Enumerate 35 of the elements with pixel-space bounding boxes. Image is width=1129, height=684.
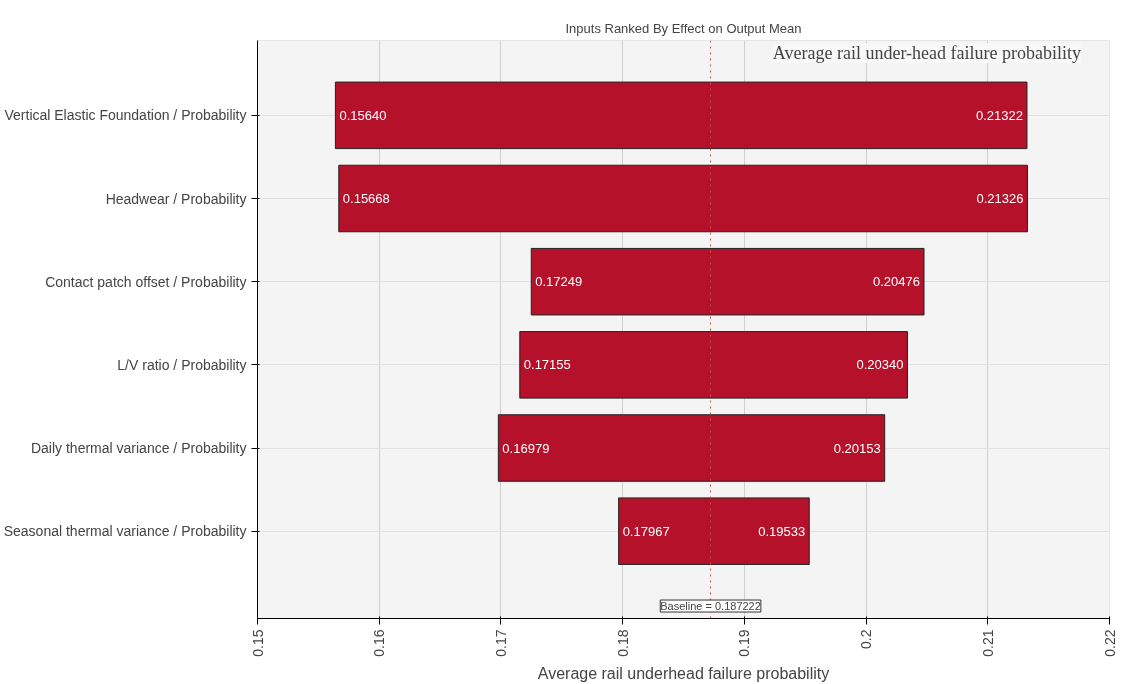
annotation: 0.17967 xyxy=(622,523,670,539)
annotation: 0.20476 xyxy=(873,274,921,290)
x-tick-label: 0.2 xyxy=(858,629,875,649)
x-tick-label: 0.19 xyxy=(736,629,753,657)
y-tick-label: Contact patch offset / Probability xyxy=(45,273,247,290)
annotation: 0.15640 xyxy=(339,107,387,123)
annotation: 0.20340 xyxy=(856,357,904,373)
y-tick-label: Daily thermal variance / Probability xyxy=(30,440,247,457)
annotation: 0.17249 xyxy=(535,274,583,290)
annotation: 0.16979 xyxy=(502,440,550,456)
bar xyxy=(334,81,1028,150)
bar xyxy=(530,247,925,316)
annotation: 0.21326 xyxy=(976,191,1024,207)
annotation: 0.21322 xyxy=(975,107,1023,123)
bar xyxy=(497,414,886,482)
bar xyxy=(519,331,908,399)
annotation: 0.17155 xyxy=(523,357,571,373)
x-tick-label: 0.18 xyxy=(614,629,631,657)
y-tick-label: Seasonal thermal variance / Probability xyxy=(3,523,247,540)
x-tick-label: 0.21 xyxy=(979,629,996,657)
x-tick-label: 0.15 xyxy=(249,629,266,657)
annotation: Average rail under-head failure probability xyxy=(772,42,1082,63)
x-tick-label: 0.17 xyxy=(492,629,509,657)
bar xyxy=(618,497,810,565)
y-tick-label: Headwear / Probability xyxy=(105,190,247,207)
annotation: 0.15668 xyxy=(342,191,390,207)
bar xyxy=(338,164,1028,233)
x-tick-label: 0.22 xyxy=(1101,629,1118,657)
x-axis-title: Average rail underhead failure probability xyxy=(537,664,830,682)
annotation: 0.20153 xyxy=(833,440,881,456)
y-tick-label: Vertical Elastic Foundation / Probability xyxy=(4,107,247,124)
x-tick-label: 0.16 xyxy=(371,629,388,657)
chart-title: Inputs Ranked By Effect on Output Mean xyxy=(565,20,802,36)
annotation: 0.19533 xyxy=(758,523,806,539)
y-tick-label: L/V ratio / Probability xyxy=(117,356,247,373)
